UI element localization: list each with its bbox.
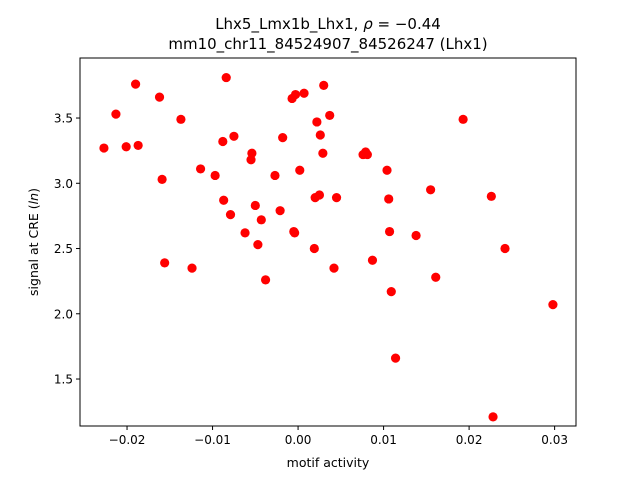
y-tick-label: 3.5	[54, 112, 73, 126]
data-point-36	[312, 117, 322, 127]
data-point-49	[384, 194, 394, 204]
x-axis-ticks: −0.02 −0.01 0.00 0.01 0.02 0.03	[109, 426, 568, 447]
data-point-14	[219, 195, 229, 205]
data-point-1	[99, 143, 109, 153]
data-points	[99, 72, 558, 422]
data-point-5	[133, 140, 143, 151]
y-tick-label: 2.5	[54, 242, 73, 256]
data-point-21	[250, 200, 260, 211]
data-point-26	[275, 206, 285, 216]
y-axis-label-suffix: )	[26, 188, 41, 193]
data-point-33	[299, 88, 309, 98]
data-point-27	[278, 133, 288, 143]
data-point-11	[195, 164, 206, 174]
y-axis-label: signal at CRE (ln)	[26, 188, 41, 296]
data-point-18	[240, 228, 250, 238]
data-point-48	[382, 165, 392, 175]
data-point-41	[325, 110, 335, 121]
y-tick-label: 2.0	[54, 307, 73, 321]
plot-area-frame	[79, 57, 577, 427]
data-point-54	[426, 185, 436, 195]
chart-title-rho-symbol: ρ	[363, 15, 373, 33]
x-tick-label: 0.02	[456, 433, 483, 447]
data-point-6	[154, 92, 165, 102]
data-point-30	[290, 228, 300, 238]
data-point-39	[318, 148, 328, 158]
data-point-8	[160, 258, 170, 268]
data-point-12	[210, 170, 220, 181]
data-point-3	[121, 142, 131, 152]
data-point-20	[247, 148, 257, 158]
chart-title-prefix: Lhx5_Lmx1b_Lhx1,	[215, 15, 363, 34]
data-point-57	[486, 191, 496, 201]
data-point-16	[225, 210, 236, 220]
data-point-38	[315, 130, 325, 140]
data-point-13	[218, 136, 228, 147]
data-point-17	[229, 131, 239, 141]
data-point-40	[319, 80, 329, 90]
data-point-46	[362, 149, 372, 160]
data-point-32	[295, 165, 305, 175]
data-point-7	[157, 174, 167, 184]
data-point-22	[253, 240, 263, 250]
data-point-51	[386, 286, 396, 297]
data-point-37	[314, 190, 325, 200]
x-tick-label: 0.03	[541, 433, 568, 447]
data-point-60	[548, 300, 558, 310]
data-point-9	[176, 114, 186, 124]
data-point-47	[367, 255, 378, 265]
data-point-24	[260, 275, 271, 285]
y-axis-ticks: 1.5 2.0 2.5 3.0 3.5	[54, 112, 80, 387]
data-point-43	[331, 193, 342, 203]
data-point-52	[390, 353, 401, 363]
data-point-58	[488, 412, 498, 422]
x-tick-label: 0.00	[285, 433, 312, 447]
data-point-4	[130, 79, 141, 89]
data-point-23	[256, 215, 266, 225]
data-point-56	[458, 114, 468, 124]
data-point-42	[329, 263, 339, 273]
data-point-25	[270, 170, 280, 181]
x-tick-label: −0.01	[194, 433, 231, 447]
y-tick-label: 1.5	[54, 373, 73, 387]
x-axis-label: motif activity	[287, 455, 370, 470]
chart-title-rho-value: = −0.44	[373, 15, 441, 33]
data-point-53	[411, 230, 421, 241]
data-point-2	[111, 109, 121, 119]
data-point-50	[384, 226, 395, 237]
y-axis-label-italic: ln	[26, 193, 41, 204]
y-axis-label-prefix: signal at CRE (	[26, 204, 41, 296]
chart-title-line2: mm10_chr11_84524907_84526247 (Lhx1)	[168, 35, 487, 54]
y-tick-label: 3.0	[54, 177, 73, 191]
data-point-10	[187, 263, 197, 273]
x-tick-label: −0.02	[109, 433, 146, 447]
data-point-31	[290, 89, 301, 100]
chart-title-line1: Lhx5_Lmx1b_Lhx1, ρ = −0.44	[215, 15, 441, 34]
data-point-15	[221, 72, 231, 83]
x-tick-label: 0.01	[370, 433, 397, 447]
data-point-59	[500, 243, 510, 254]
data-point-34	[309, 243, 319, 254]
data-point-55	[431, 272, 441, 282]
